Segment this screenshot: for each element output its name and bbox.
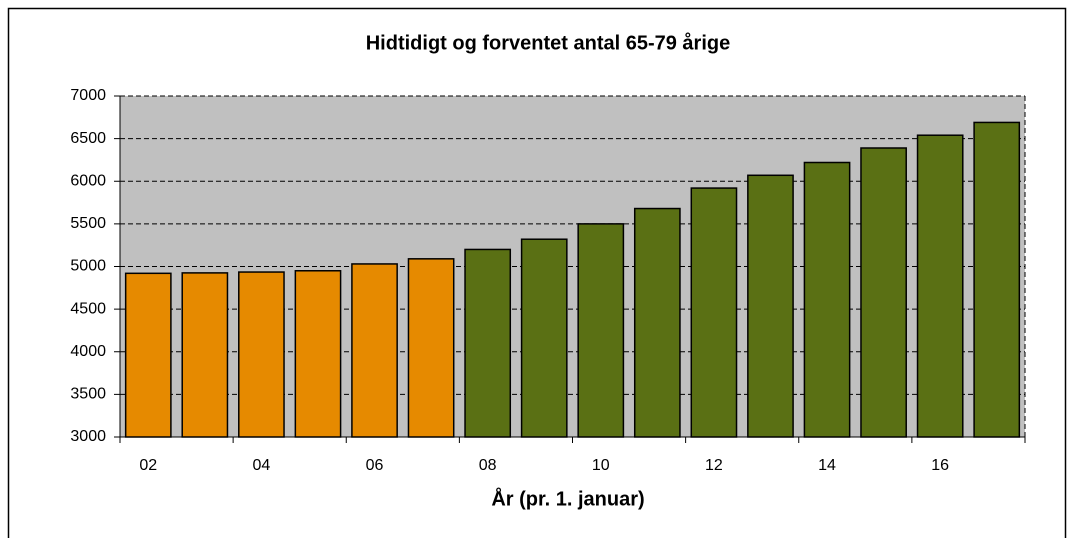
y-tick-label: 7000 <box>70 87 106 104</box>
x-tick-label: 08 <box>479 457 497 474</box>
bar <box>803 161 851 438</box>
x-axis-title: År (pr. 1. januar) <box>491 486 644 510</box>
y-tick-label: 4000 <box>70 343 106 360</box>
y-tick-label: 3000 <box>70 428 106 445</box>
x-tick-label: 06 <box>366 457 384 474</box>
x-tick-label: 12 <box>705 457 723 474</box>
bar <box>860 147 907 438</box>
bar <box>407 258 455 438</box>
bar <box>747 174 794 438</box>
y-tick-label: 3500 <box>70 386 106 403</box>
bar <box>351 263 398 438</box>
y-tick-label: 6000 <box>70 172 106 189</box>
x-tick-label: 14 <box>818 457 836 474</box>
bar <box>633 207 681 438</box>
bar <box>124 272 172 438</box>
y-tick-label: 5500 <box>70 215 106 232</box>
bar <box>238 271 285 438</box>
y-tick-label: 6500 <box>70 130 106 147</box>
bar <box>181 272 229 438</box>
x-tick-label: 16 <box>931 457 949 474</box>
bar <box>690 187 738 438</box>
bar <box>294 270 342 438</box>
bar <box>464 248 512 438</box>
bar <box>520 238 568 438</box>
y-tick-label: 4500 <box>70 300 106 317</box>
bar <box>916 134 964 438</box>
bar <box>973 121 1021 438</box>
x-tick-label: 10 <box>592 457 610 474</box>
y-tick-label: 5000 <box>70 258 106 275</box>
bar <box>577 223 625 438</box>
chart-title: Hidtidigt og forventet antal 65-79 årige <box>366 31 731 54</box>
x-tick-label: 02 <box>139 457 157 474</box>
x-tick-label: 04 <box>253 457 271 474</box>
